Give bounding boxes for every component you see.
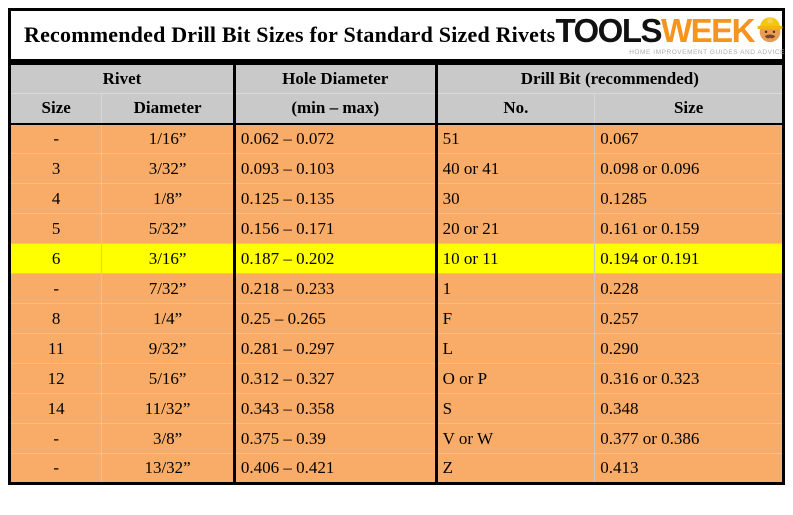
logo-row: TOOLS WEEK xyxy=(555,14,785,47)
cell-rivet-size: 8 xyxy=(9,303,102,334)
cell-drill-size: 0.067 xyxy=(594,123,784,154)
cell-rivet-diameter: 1/16” xyxy=(101,123,235,154)
cell-hole-diameter: 0.312 – 0.327 xyxy=(232,363,437,394)
cell-drill-no: 30 xyxy=(434,183,595,214)
cell-rivet-diameter: 13/32” xyxy=(101,453,235,484)
table-row-highlighted: 6 3/16” 0.187 – 0.202 10 or 11 0.194 or … xyxy=(9,243,784,274)
title-bar: Recommended Drill Bit Sizes for Standard… xyxy=(8,8,785,62)
cell-drill-size: 0.316 or 0.323 xyxy=(594,363,784,394)
cell-rivet-size: - xyxy=(9,453,102,484)
cell-rivet-size: 12 xyxy=(9,363,102,394)
cell-rivet-diameter: 3/32” xyxy=(101,153,235,184)
col-header-rivet-diameter: Diameter xyxy=(101,93,235,125)
table-row: - 7/32” 0.218 – 0.233 1 0.228 xyxy=(9,273,784,304)
cell-hole-diameter: 0.062 – 0.072 xyxy=(232,123,437,154)
header-group-rivet: Rivet xyxy=(9,63,235,94)
header-sub-row: Size Diameter (min – max) No. Size xyxy=(9,93,784,125)
cell-rivet-size: 3 xyxy=(9,153,102,184)
cell-rivet-diameter: 1/4” xyxy=(101,303,235,334)
cell-rivet-size: 11 xyxy=(9,333,102,364)
cell-hole-diameter: 0.187 – 0.202 xyxy=(232,243,437,274)
cell-rivet-diameter: 5/16” xyxy=(101,363,235,394)
cell-hole-diameter: 0.406 – 0.421 xyxy=(232,453,437,484)
rivet-drill-size-table: Rivet Hole Diameter Drill Bit (recommend… xyxy=(8,62,785,485)
col-header-rivet-size: Size xyxy=(9,93,102,125)
cell-rivet-size: 4 xyxy=(9,183,102,214)
cell-rivet-diameter: 11/32” xyxy=(101,393,235,424)
cell-rivet-size: 14 xyxy=(9,393,102,424)
cell-rivet-diameter: 3/8” xyxy=(101,423,235,454)
col-header-drill-no: No. xyxy=(434,93,595,125)
cell-drill-size: 0.228 xyxy=(594,273,784,304)
cell-drill-size: 0.098 or 0.096 xyxy=(594,153,784,184)
cell-drill-size: 0.161 or 0.159 xyxy=(594,213,784,244)
cell-drill-size: 0.413 xyxy=(594,453,784,484)
cell-drill-size: 0.348 xyxy=(594,393,784,424)
table-row: - 13/32” 0.406 – 0.421 Z 0.413 xyxy=(9,453,784,484)
cell-drill-size: 0.194 or 0.191 xyxy=(594,243,784,274)
table-row: - 3/8” 0.375 – 0.39 V or W 0.377 or 0.38… xyxy=(9,423,784,454)
table-row: 5 5/32” 0.156 – 0.171 20 or 21 0.161 or … xyxy=(9,213,784,244)
cell-hole-diameter: 0.093 – 0.103 xyxy=(232,153,437,184)
cell-rivet-diameter: 3/16” xyxy=(101,243,235,274)
cell-rivet-diameter: 7/32” xyxy=(101,273,235,304)
cell-drill-size: 0.1285 xyxy=(594,183,784,214)
table-row: 3 3/32” 0.093 – 0.103 40 or 41 0.098 or … xyxy=(9,153,784,184)
logo-tools-text: TOOLS xyxy=(555,12,662,49)
cell-drill-no: 1 xyxy=(434,273,595,304)
table-row: 4 1/8” 0.125 – 0.135 30 0.1285 xyxy=(9,183,784,214)
cell-drill-no: S xyxy=(434,393,595,424)
table-row: 8 1/4” 0.25 – 0.265 F 0.257 xyxy=(9,303,784,334)
cell-rivet-size: - xyxy=(9,423,102,454)
cell-rivet-diameter: 9/32” xyxy=(101,333,235,364)
cell-drill-no: 51 xyxy=(434,123,595,154)
col-header-drill-size: Size xyxy=(594,93,784,125)
cell-drill-no: L xyxy=(434,333,595,364)
table-row: 11 9/32” 0.281 – 0.297 L 0.290 xyxy=(9,333,784,364)
col-header-min-max: (min – max) xyxy=(232,93,437,125)
header-group-hole-diameter: Hole Diameter xyxy=(232,63,437,94)
logo-tagline: HOME IMPROVEMENT GUIDES AND ADVICE xyxy=(629,49,786,56)
table-row: 12 5/16” 0.312 – 0.327 O or P 0.316 or 0… xyxy=(9,363,784,394)
cell-drill-no: F xyxy=(434,303,595,334)
cell-drill-no: Z xyxy=(434,453,595,484)
header-group-drill-bit: Drill Bit (recommended) xyxy=(434,63,784,94)
cell-hole-diameter: 0.375 – 0.39 xyxy=(232,423,437,454)
cell-hole-diameter: 0.281 – 0.297 xyxy=(232,333,437,364)
toolsweek-logo: TOOLS WEEK HOME IMPROVEMENT GUIDES AND A… xyxy=(555,14,789,56)
cell-drill-size: 0.257 xyxy=(594,303,784,334)
cell-rivet-size: - xyxy=(9,123,102,154)
cell-rivet-diameter: 1/8” xyxy=(101,183,235,214)
cell-drill-no: 20 or 21 xyxy=(434,213,595,244)
cell-hole-diameter: 0.343 – 0.358 xyxy=(232,393,437,424)
cell-rivet-diameter: 5/32” xyxy=(101,213,235,244)
header-group-row: Rivet Hole Diameter Drill Bit (recommend… xyxy=(9,63,784,94)
content-frame: Recommended Drill Bit Sizes for Standard… xyxy=(8,8,785,485)
cell-drill-no: 40 or 41 xyxy=(434,153,595,184)
cell-drill-no: 10 or 11 xyxy=(434,243,595,274)
page-title: Recommended Drill Bit Sizes for Standard… xyxy=(24,22,556,47)
cell-drill-no: O or P xyxy=(434,363,595,394)
logo-week-text: WEEK xyxy=(661,12,756,49)
cell-rivet-size: 6 xyxy=(9,243,102,274)
table-row: 14 11/32” 0.343 – 0.358 S 0.348 xyxy=(9,393,784,424)
cell-rivet-size: 5 xyxy=(9,213,102,244)
cell-hole-diameter: 0.218 – 0.233 xyxy=(232,273,437,304)
cell-rivet-size: - xyxy=(9,273,102,304)
cell-drill-size: 0.290 xyxy=(594,333,784,364)
cell-hole-diameter: 0.156 – 0.171 xyxy=(232,213,437,244)
table-row: - 1/16” 0.062 – 0.072 51 0.067 xyxy=(9,123,784,154)
cell-drill-no: V or W xyxy=(434,423,595,454)
cell-hole-diameter: 0.25 – 0.265 xyxy=(232,303,437,334)
cell-hole-diameter: 0.125 – 0.135 xyxy=(232,183,437,214)
cell-drill-size: 0.377 or 0.386 xyxy=(594,423,784,454)
construction-worker-icon xyxy=(757,16,783,42)
